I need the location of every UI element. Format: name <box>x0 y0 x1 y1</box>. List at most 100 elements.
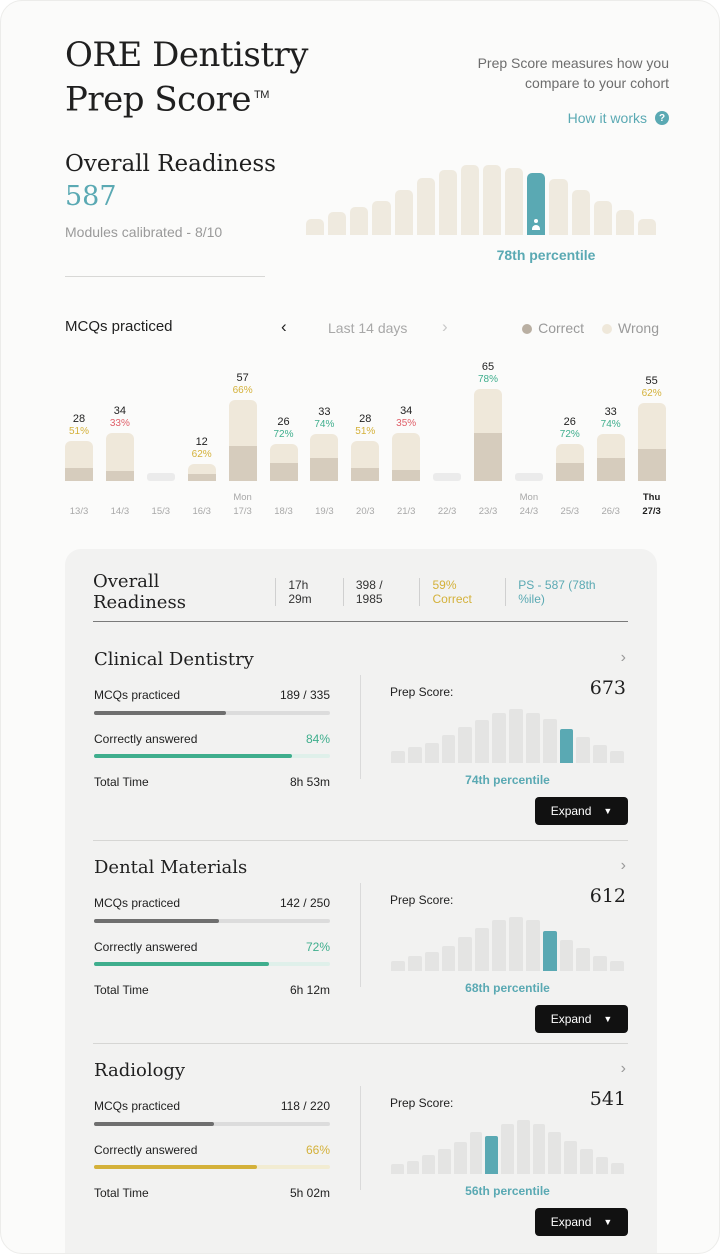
weekday-label: Mon <box>519 492 539 503</box>
day-column[interactable]: 55 62% Thu 27/3 <box>637 349 666 524</box>
date-label: 24/3 <box>519 506 539 517</box>
cohort-bar <box>611 1162 625 1174</box>
mcq-value: 142 / 250 <box>279 896 330 910</box>
chevron-right-icon[interactable]: › <box>620 857 626 874</box>
prep-score-label: Prep Score: <box>390 893 454 907</box>
chevron-right-icon[interactable]: › <box>620 649 626 666</box>
day-column[interactable]: 26 72% 18/3 <box>269 349 298 524</box>
count-label: 26 <box>277 416 290 429</box>
time-value: 8h 53m <box>289 775 330 789</box>
module-distribution-chart <box>391 709 625 763</box>
empty-bar <box>146 473 175 481</box>
correct-progress-track <box>94 1165 330 1169</box>
date-label: 21/3 <box>396 506 416 517</box>
cohort-bar <box>610 751 625 763</box>
summary-time: 17h 29m <box>275 578 343 606</box>
day-column[interactable]: 33 74% 26/3 <box>596 349 625 524</box>
cohort-bar <box>441 946 456 971</box>
count-label: 65 <box>481 360 495 373</box>
mcq-progress-fill <box>94 919 220 923</box>
module-divider <box>93 1043 628 1044</box>
how-it-works-label: How it works <box>567 110 647 126</box>
percent-label: 62% <box>191 448 212 460</box>
mcq-value: 189 / 335 <box>279 688 330 702</box>
day-column[interactable]: Mon 24/3 <box>514 349 543 524</box>
date-label: 20/3 <box>356 506 375 517</box>
cohort-bar <box>458 727 473 763</box>
correct-progress-fill <box>94 1165 257 1169</box>
modules-calibrated: Modules calibrated - 8/10 <box>65 224 223 240</box>
day-column[interactable]: 26 72% 25/3 <box>555 349 584 524</box>
cohort-bar <box>492 920 507 971</box>
percent-label: 74% <box>314 419 335 431</box>
cohort-bar <box>509 709 523 763</box>
day-column[interactable]: 12 62% 16/3 <box>187 349 216 524</box>
cohort-distribution-chart <box>306 161 656 235</box>
mcq-label: MCQs practiced <box>94 688 181 702</box>
cohort-bar <box>328 212 347 235</box>
chevron-right-icon[interactable]: › <box>442 317 448 336</box>
summary-answered: 398 / 1985 <box>342 578 420 606</box>
correct-bar <box>105 470 134 481</box>
day-column[interactable]: 28 51% 20/3 <box>351 349 380 524</box>
time-value: 6h 12m <box>289 983 330 997</box>
cohort-bar <box>394 190 413 235</box>
expand-button[interactable]: Expand ▼ <box>535 1208 628 1236</box>
prep-score-value: 673 <box>589 677 626 699</box>
cohort-bar <box>469 1132 483 1174</box>
your-position-bar <box>542 930 557 971</box>
cohort-bar <box>505 168 524 235</box>
date-label: 16/3 <box>192 506 211 517</box>
overall-percentile: 78th percentile <box>496 247 596 263</box>
date-label: 25/3 <box>560 506 580 517</box>
prep-score-value: 612 <box>589 885 626 907</box>
cohort-bar <box>571 190 590 235</box>
time-row: Total Time 6h 12m <box>94 983 330 997</box>
day-column[interactable]: 34 35% 21/3 <box>392 349 421 524</box>
percent-label: 72% <box>273 429 294 441</box>
correct-bar <box>637 449 666 481</box>
expand-button[interactable]: Expand ▼ <box>535 1005 628 1033</box>
day-column[interactable]: 65 78% 23/3 <box>474 349 502 524</box>
cohort-bar <box>532 1124 546 1174</box>
day-column[interactable]: 57 66% Mon 17/3 <box>228 349 257 524</box>
chart-legend: Correct Wrong <box>522 320 659 336</box>
day-column[interactable]: 34 33% 14/3 <box>105 349 134 524</box>
correct-progress-fill <box>94 754 293 758</box>
cohort-bar <box>548 1132 562 1174</box>
day-column[interactable]: 33 74% 19/3 <box>310 349 339 524</box>
mcq-chart-heading: MCQs practiced <box>65 318 173 335</box>
correct-progress-track <box>94 962 330 966</box>
page-title: ORE Dentistry Prep Score TM <box>65 35 309 119</box>
day-column[interactable]: 22/3 <box>433 349 462 524</box>
module-distribution-chart <box>391 1120 625 1174</box>
overall-score: 587 <box>65 181 117 212</box>
date-label: 17/3 <box>233 506 252 517</box>
correct-row: Correctly answered 84% <box>94 732 330 746</box>
day-column[interactable]: 15/3 <box>146 349 175 524</box>
cohort-bar <box>559 939 574 971</box>
expand-button[interactable]: Expand ▼ <box>535 797 628 825</box>
chevron-down-icon: ▼ <box>603 806 613 816</box>
overall-summary-row: Overall Readiness 17h 29m 398 / 1985 59%… <box>93 571 628 613</box>
date-label: 13/3 <box>69 506 89 517</box>
cohort-bar <box>406 1160 420 1174</box>
correct-bar <box>269 463 298 481</box>
summary-label: Overall Readiness <box>93 571 186 613</box>
mcq-progress-fill <box>94 1122 215 1126</box>
vertical-divider <box>360 883 361 987</box>
module-divider <box>93 840 628 841</box>
percent-label: 66% <box>232 385 253 397</box>
how-it-works-link[interactable]: How it works ? <box>568 110 669 126</box>
mcq-value: 118 / 220 <box>280 1099 330 1113</box>
prep-score-label: Prep Score: <box>390 685 454 699</box>
date-label: 26/3 <box>601 506 620 517</box>
cohort-bar <box>475 928 490 971</box>
day-column[interactable]: 28 51% 13/3 <box>65 349 93 524</box>
cohort-bar <box>501 1124 514 1174</box>
your-position-bar <box>559 729 574 763</box>
mcq-label: MCQs practiced <box>94 1099 181 1113</box>
cohort-bar <box>525 713 540 763</box>
chevron-right-icon[interactable]: › <box>620 1060 626 1077</box>
chevron-left-icon[interactable]: ‹ <box>281 317 287 336</box>
